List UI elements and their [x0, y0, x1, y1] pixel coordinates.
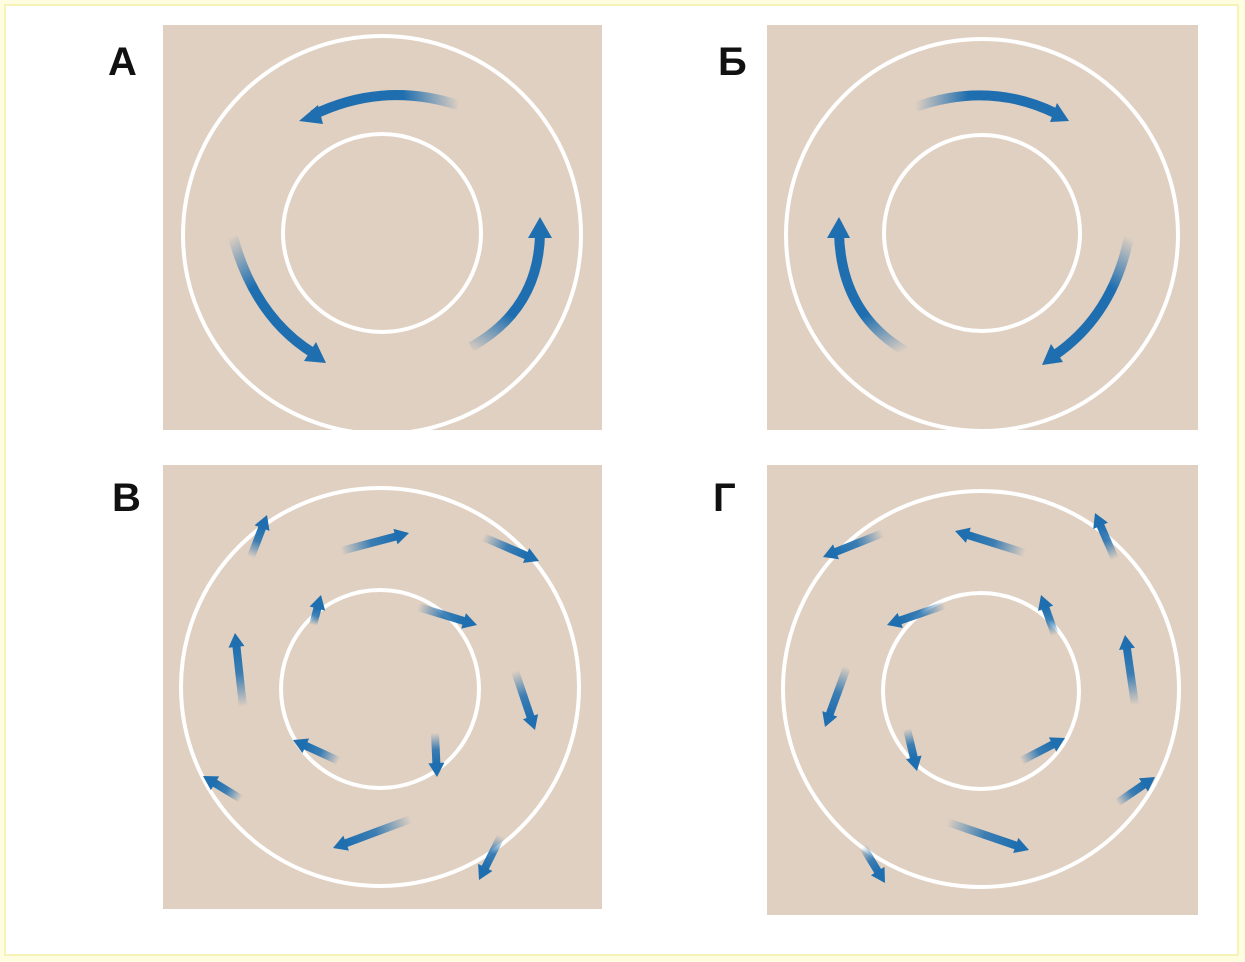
flow-arrow [955, 527, 1027, 557]
panel-g-diagram [781, 489, 1181, 889]
flow-arrow [247, 515, 270, 559]
arrow-head [1048, 737, 1065, 752]
arrow-shaft [1114, 781, 1147, 807]
arrow-head [1038, 595, 1054, 611]
arrow-head [887, 612, 903, 628]
arrow-head [822, 711, 838, 727]
outer-ring [781, 489, 1181, 889]
arrow-shaft [966, 531, 1027, 557]
inner-ring [279, 588, 481, 790]
arrow-shaft [1122, 647, 1139, 706]
flow-arrow [903, 728, 922, 771]
flow-arrow [203, 776, 244, 803]
arrow-shaft [859, 844, 882, 874]
flow-arrow [511, 669, 539, 730]
arrow-head [1119, 635, 1135, 650]
arrow-shaft [303, 741, 341, 765]
arrow-head [1138, 777, 1155, 792]
flow-arrow [333, 815, 413, 851]
arrow-head [478, 863, 493, 880]
arrow-head [955, 527, 971, 543]
panel-label-v: В [112, 476, 141, 520]
arrow-shaft [339, 532, 398, 555]
arrow-shaft [247, 525, 267, 559]
flow-arrow [859, 844, 885, 883]
arrow-top [913, 90, 1069, 122]
arrow-left [827, 217, 908, 356]
arrow-shaft [431, 732, 441, 765]
arrow-head [293, 738, 310, 754]
arrow-right [1042, 235, 1134, 365]
arrow-head [393, 528, 409, 545]
inner-ring [881, 591, 1081, 791]
arrow-head [228, 633, 245, 648]
arrow-head [1093, 513, 1108, 530]
flow-arrow [339, 528, 409, 555]
panel-b [767, 25, 1198, 430]
panel-label-b: Б [718, 40, 747, 84]
arrow-head [254, 515, 270, 531]
arrow-lower-left [228, 235, 326, 363]
outer-ring [784, 37, 1180, 430]
flow-arrow [478, 834, 505, 880]
flow-arrow [1119, 635, 1139, 706]
flow-arrow [1093, 513, 1119, 561]
arrow-head [522, 714, 539, 730]
arrow-head [905, 755, 922, 771]
outer-ring [181, 34, 583, 430]
arrow-head [1013, 837, 1029, 854]
arrow-head [522, 548, 539, 563]
arrow-shaft [1041, 605, 1059, 637]
arrow-shaft [897, 601, 947, 625]
arrow-head [333, 835, 349, 851]
arrow-head [870, 866, 885, 883]
arrow-top [299, 90, 460, 124]
arrow-right [468, 217, 552, 352]
arrow-shaft [212, 779, 244, 803]
panel-v [163, 465, 602, 909]
panel-g [767, 465, 1198, 915]
panel-label-g: Г [713, 476, 736, 520]
arrow-shaft [511, 669, 535, 719]
arrow-shaft [309, 606, 322, 627]
arrow-head [428, 762, 445, 777]
arrow-shaft [825, 665, 851, 717]
flow-arrow [481, 533, 539, 563]
panel-a-diagram [181, 34, 583, 430]
flow-arrow [309, 595, 326, 627]
outer-ring [179, 486, 581, 888]
arrow-head [309, 595, 326, 611]
panel-b-diagram [784, 37, 1180, 430]
flow-arrow [1114, 777, 1155, 807]
arrow-shaft [481, 834, 505, 871]
panel-v-diagram [179, 486, 581, 888]
arrow-shaft [481, 533, 529, 560]
arrow-shaft [232, 645, 247, 708]
flow-arrow [945, 818, 1029, 854]
arrow-shaft [416, 603, 466, 626]
flow-arrow [823, 529, 885, 560]
panel-label-a: А [108, 40, 137, 84]
inner-ring [281, 132, 483, 334]
flow-arrow [1038, 595, 1059, 637]
panel-a [163, 25, 602, 430]
flow-arrow [1019, 737, 1065, 765]
flow-arrow [416, 603, 477, 629]
arrow-shaft [1096, 523, 1119, 561]
flow-arrow [293, 738, 341, 765]
inner-ring [882, 133, 1082, 333]
arrow-shaft [343, 815, 413, 848]
flow-arrow [428, 732, 445, 777]
flow-arrow [228, 633, 247, 708]
arrow-head [823, 544, 839, 560]
arrow-head [461, 613, 477, 629]
flow-arrow [887, 601, 947, 628]
arrow-head [203, 776, 220, 791]
flow-arrow [822, 665, 851, 727]
arrow-shaft [945, 818, 1018, 850]
arrow-shaft [833, 529, 885, 556]
arrow-shaft [903, 728, 918, 760]
arrow-shaft [1019, 740, 1056, 765]
